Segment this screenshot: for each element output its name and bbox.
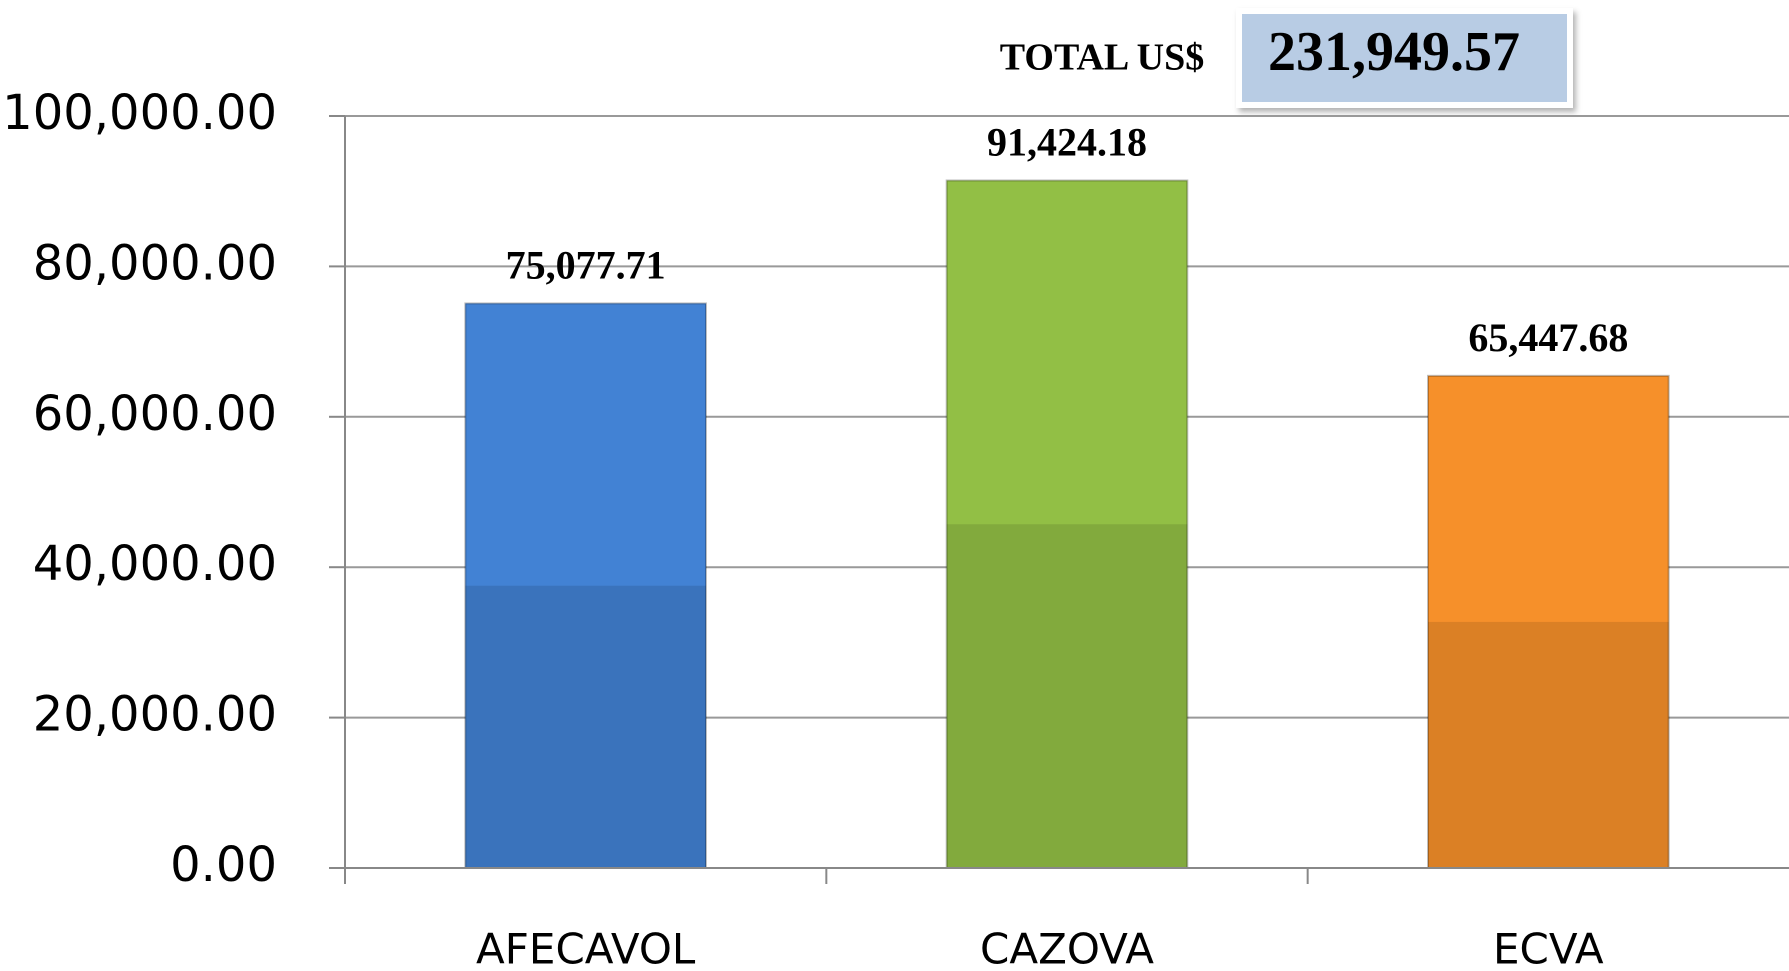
- value-label: 65,447.68: [1468, 315, 1628, 360]
- bar: [464, 302, 708, 869]
- bar-shade: [465, 585, 706, 868]
- y-tick-label: 40,000.00: [33, 536, 277, 592]
- total-value: 231,949.57: [1268, 21, 1520, 83]
- x-tick-label: AFECAVOL: [476, 925, 696, 971]
- value-label: 75,077.71: [506, 243, 666, 288]
- y-tick-label: 60,000.00: [33, 386, 277, 442]
- y-tick-label: 100,000.00: [2, 85, 277, 141]
- total-label: TOTAL US$: [1000, 37, 1205, 79]
- bar: [945, 179, 1189, 869]
- x-tick-label: CAZOVA: [980, 925, 1154, 971]
- bar: [1427, 374, 1670, 869]
- value-label: 91,424.18: [987, 120, 1147, 165]
- total-box: [1236, 8, 1573, 108]
- x-tick-label: ECVA: [1493, 925, 1604, 971]
- y-tick-label: 80,000.00: [33, 235, 277, 291]
- y-tick-label: 20,000.00: [33, 687, 277, 743]
- bar-shade: [946, 524, 1188, 868]
- bar-shade: [1428, 621, 1669, 868]
- y-tick-label: 0.00: [170, 837, 277, 893]
